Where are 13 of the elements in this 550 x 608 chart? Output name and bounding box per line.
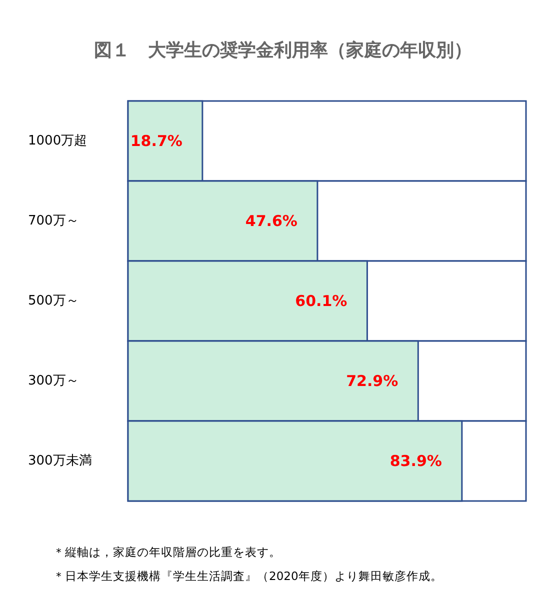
y-tick-label: 300万～ bbox=[28, 374, 79, 388]
y-tick-label: 300万未満 bbox=[28, 454, 92, 468]
y-tick-label: 500万～ bbox=[28, 294, 79, 308]
y-tick-label: 1000万超 bbox=[28, 134, 88, 148]
data-label: 60.1% bbox=[295, 292, 348, 310]
chart-title: 図１ 大学生の奨学金利用率（家庭の年収別） bbox=[94, 40, 472, 61]
text: ＊縦軸は，家庭の年収階層の比重を表す。 bbox=[53, 545, 281, 559]
y-tick-label: 700万～ bbox=[28, 214, 79, 228]
data-label: 72.9% bbox=[346, 372, 398, 390]
data-label: 83.9% bbox=[390, 452, 442, 470]
data-label: 47.6% bbox=[245, 212, 298, 230]
data-label: 18.7% bbox=[130, 132, 182, 150]
text: ＊日本学生支援機構『学生生活調査』（2020年度）より舞田敏彦作成。 bbox=[53, 569, 442, 583]
